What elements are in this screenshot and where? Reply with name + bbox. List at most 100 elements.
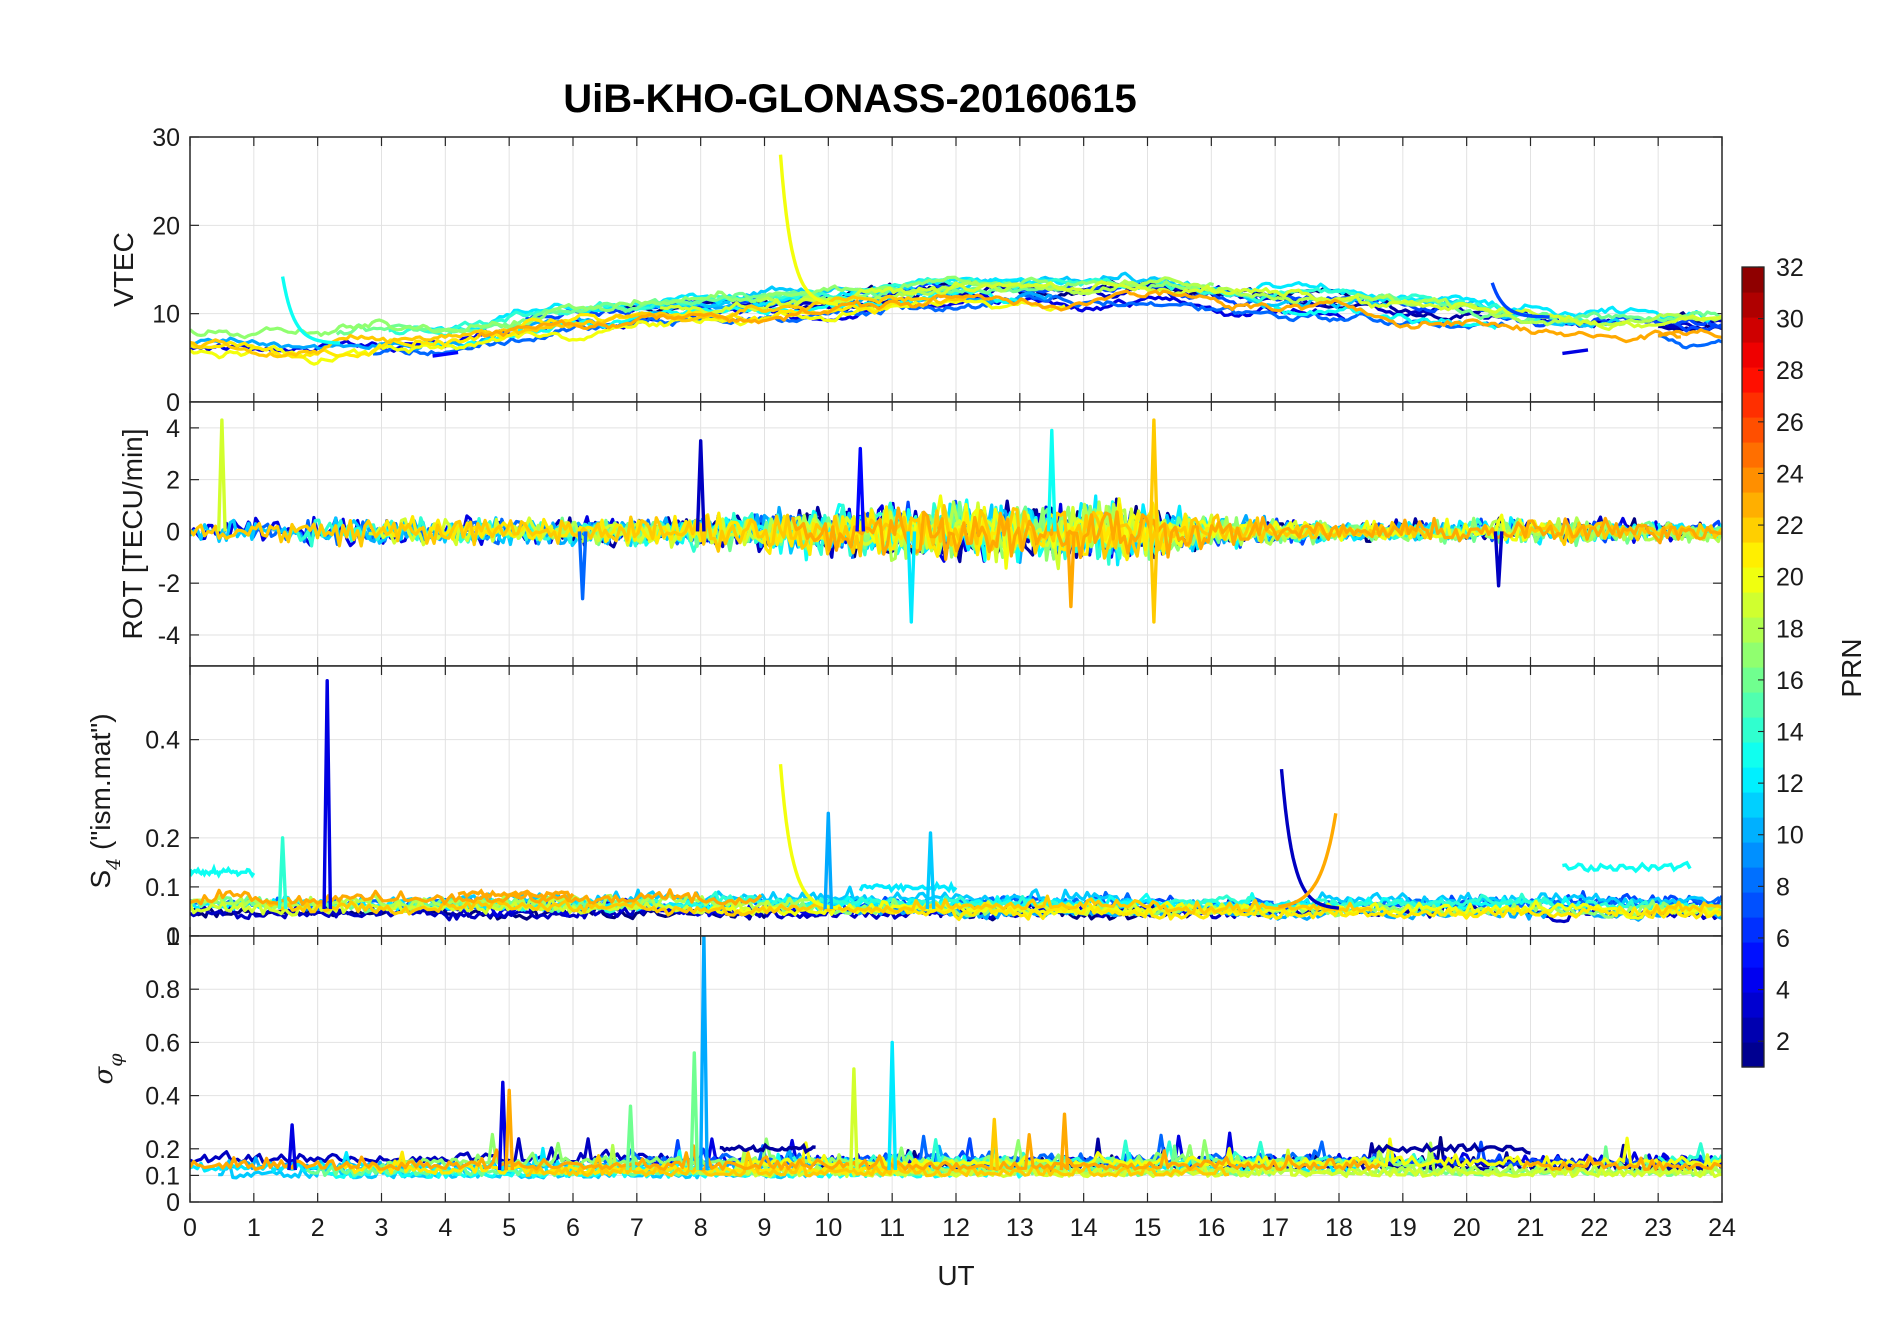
y-axis-label: ROT [TECU/min] [117,428,148,639]
colorbar-segment [1742,717,1764,743]
colorbar-segment [1742,567,1764,593]
colorbar-segment [1742,442,1764,468]
colorbar-segment [1742,792,1764,818]
spike-prn-23 [1278,813,1338,909]
spike-prn-11 [925,831,936,910]
y-tick-label: 0 [166,1189,180,1217]
series-prn-23 [476,289,1682,344]
series-group [190,936,1722,1180]
y-tick-label: 0 [166,389,180,417]
y-tick-label: 4 [166,415,180,443]
colorbar-segment [1742,842,1764,868]
spike-prn-19 [217,418,227,532]
series-group [190,679,1722,924]
series-prn-22 [190,293,971,359]
x-tick-label: 12 [942,1214,970,1242]
series-prn-13 [190,863,256,879]
y-axis-label-main: S [85,870,116,889]
x-tick-label: 13 [1006,1214,1034,1242]
spike-prn-8 [577,531,588,601]
series-prn-21 [863,901,1722,922]
y-axis-label: σφ [89,1053,127,1085]
colorbar-segment [1742,892,1764,918]
y-tick-label: 0.6 [145,1029,180,1057]
y-axis-label: S4 ("ism.mat") [85,713,125,888]
x-tick-label: 6 [566,1214,580,1242]
y-tick-label: 30 [152,124,180,152]
y-tick-label: 0.1 [145,874,180,902]
spike-prn-5 [855,446,866,532]
x-tick-label: 11 [879,1214,905,1242]
spike-prn-13 [280,276,341,345]
series-prn-19 [732,1148,1722,1179]
spike-prn-20 [778,764,839,910]
series-prn-12 [1247,281,1713,323]
colorbar-segment [1742,292,1764,318]
x-axis: 0 1 2 3 4 5 6 7 8 9 10 11 12 13 14 15 16 17 18 19 20 21 22 23 24 [183,1214,1736,1242]
series-prn-22 [1645,900,1722,916]
spike-prn-4 [1562,348,1589,356]
colorbar-tick-label: 12 [1776,770,1804,798]
y-tick-label: 0.2 [145,825,180,853]
colorbar-segment [1742,492,1764,518]
colorbar-segment [1742,542,1764,568]
series-prn-23 [791,506,1722,561]
colorbar-label: PRN [1836,638,1867,697]
y-tick-label: 0.4 [145,1083,180,1111]
series-prn-23 [457,888,575,901]
x-tick-label: 9 [758,1214,772,1242]
spike-prn-22 [989,1117,1000,1171]
colorbar-frame [1741,266,1765,1068]
series-prn-23 [1521,1155,1722,1171]
spike-prn-3 [1279,768,1340,910]
colorbar-tick-label: 32 [1776,254,1804,282]
x-tick-label: 1 [247,1214,261,1242]
spike-prn-10 [823,811,834,910]
colorbar-tick-label: 24 [1776,460,1804,488]
colorbar-segment [1742,967,1764,993]
x-tick-label: 3 [375,1214,389,1242]
x-tick-label: 18 [1325,1214,1353,1242]
colorbar-segment [1742,942,1764,968]
spike-prn-16 [689,1051,700,1171]
colorbar-segment [1742,992,1764,1018]
colorbar-segment [1742,867,1764,893]
series-prn-22 [266,894,1373,917]
spike-prn-23 [1059,1112,1070,1171]
spike-prn-16 [625,1104,636,1171]
colorbar-tick-label: 22 [1776,512,1804,540]
chart-title: UiB-KHO-GLONASS-20160615 [563,77,1137,121]
colorbar-segment [1742,767,1764,793]
spike-prn-12 [906,531,917,624]
colorbar-tick-label: 18 [1776,615,1804,643]
colorbar-segment [1742,417,1764,443]
x-tick-label: 22 [1580,1214,1608,1242]
colorbar-tick-label: 10 [1776,822,1804,850]
colorbar-tick-label: 4 [1776,977,1790,1005]
y-axis-label: VTEC [108,232,139,307]
colorbar-segment [1742,742,1764,768]
spike-prn-4 [322,679,333,910]
colorbar-tick-label: 6 [1776,925,1790,953]
x-tick-label: 10 [814,1214,842,1242]
y-tick-label: -4 [158,622,180,650]
series-prn-2 [1369,1141,1531,1155]
x-tick-label: 20 [1453,1214,1481,1242]
series-prn-17 [190,275,1214,340]
y-tick-label: -2 [158,570,180,598]
series-prn-19 [190,895,769,917]
x-tick-label: 2 [311,1214,325,1242]
series-prn-8 [1658,334,1722,350]
colorbar-segment [1742,392,1764,418]
colorbar-segment [1742,592,1764,618]
colorbar-tick-label: 14 [1776,719,1804,747]
spike-prn-7 [1490,282,1550,319]
y-tick-label: 0.4 [145,727,180,755]
x-tick-label: 16 [1197,1214,1225,1242]
colorbar-segment [1742,317,1764,343]
series-prn-2 [719,1142,816,1155]
colorbar-tick-label: 20 [1776,564,1804,592]
series-prn-17 [386,1132,1435,1168]
